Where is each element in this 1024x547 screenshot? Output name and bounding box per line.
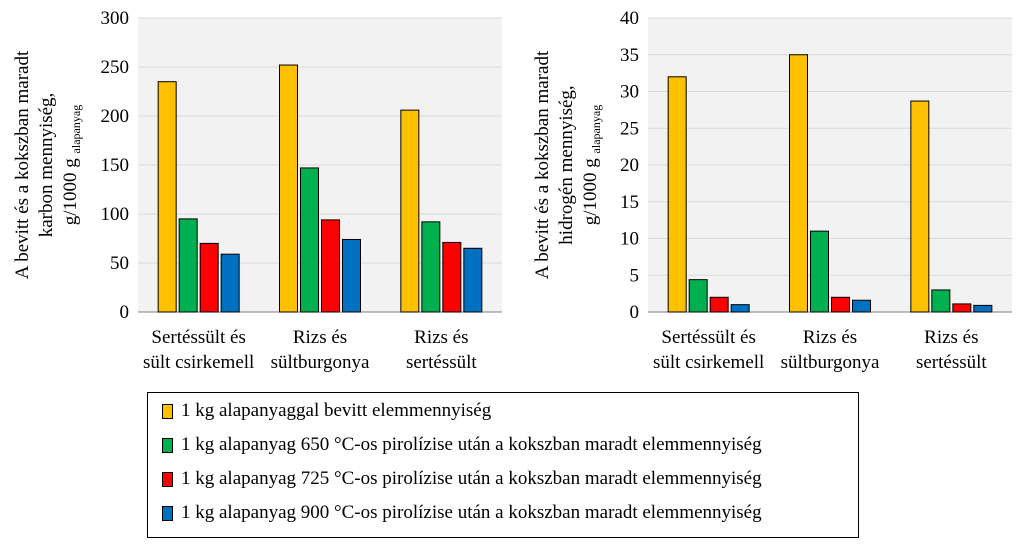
legend: 1 kg alapanyaggal bevitt elemmennyiség 1…: [147, 392, 859, 538]
y-tick-label: 100: [101, 204, 130, 225]
bar: [279, 64, 298, 313]
y-tick-label: 25: [620, 118, 639, 139]
legend-item-725: 1 kg alapanyag 725 °C-os pirolízise után…: [162, 464, 762, 494]
y-axis-label-unit: g/1000 g alapanyag: [580, 105, 603, 225]
bar: [973, 304, 993, 313]
bar: [300, 167, 319, 313]
y-axis-unit: g/1000 g: [60, 153, 81, 225]
bar: [400, 109, 420, 313]
bar: [931, 289, 951, 313]
y-tick-label: 300: [101, 8, 130, 29]
y-axis-unit: g/1000 g: [580, 153, 601, 225]
bar: [321, 219, 340, 313]
x-tick-label: Sertéssült és: [661, 327, 755, 348]
bar: [688, 279, 708, 313]
y-tick-label: 5: [630, 265, 640, 286]
legend-swatch-900: [162, 505, 173, 521]
bar: [463, 247, 483, 313]
x-tick-label: sertéssült: [916, 352, 987, 373]
legend-item-900: 1 kg alapanyag 900 °C-os pirolízise után…: [162, 498, 762, 528]
bar: [709, 296, 729, 313]
y-tick-label: 20: [620, 155, 639, 176]
y-tick-label: 200: [101, 106, 130, 127]
legend-label-input: 1 kg alapanyaggal bevitt elemmennyiség: [181, 400, 492, 421]
x-tick-label: Rizs és: [924, 327, 978, 348]
x-tick-label: Rizs és: [293, 327, 347, 348]
bar: [442, 241, 462, 313]
bar: [952, 303, 972, 313]
legend-item-650: 1 kg alapanyag 650 °C-os pirolízise után…: [162, 430, 762, 460]
x-tick-label: sült csirkemell: [653, 352, 764, 373]
bar: [199, 242, 219, 313]
bar: [730, 304, 750, 313]
chart-1: 0 50 100 150 200 250 300 Sertéssült és sült csir…: [12, 8, 502, 373]
x-tick-label: Rizs és: [803, 327, 857, 348]
y-tick-label: 0: [630, 302, 640, 323]
x-tick-label: sertéssült: [406, 352, 477, 373]
y-tick-label: 35: [620, 45, 639, 66]
bar: [910, 100, 930, 313]
y-axis-label: karbon mennyiség,: [36, 93, 57, 238]
y-tick-label: 10: [620, 229, 639, 250]
y-axis-label-unit: g/1000 g alapanyag: [60, 105, 83, 225]
x-tick-label: Rizs és: [414, 327, 468, 348]
legend-swatch-input: [162, 403, 173, 419]
y-tick-label: 0: [120, 302, 130, 323]
x-tick-label: sültburgonya: [271, 352, 370, 373]
bar: [421, 221, 441, 313]
y-tick-label: 250: [101, 57, 130, 78]
y-axis-unit-subscript: alapanyag: [69, 105, 83, 154]
legend-label-725: 1 kg alapanyag 725 °C-os pirolízise után…: [181, 468, 762, 489]
y-axis-unit-subscript: alapanyag: [589, 105, 603, 154]
bar: [157, 81, 177, 313]
y-axis-label: A bevitt és a kokszban maradt: [532, 50, 553, 279]
legend-swatch-725: [162, 471, 173, 487]
chart-2: 0 5 10 15 20 25 30 35 40 Sertéssült és sült csirke…: [532, 8, 1012, 373]
x-tick-label: sültburgonya: [781, 352, 880, 373]
y-tick-label: 40: [620, 8, 639, 29]
legend-item-input: 1 kg alapanyaggal bevitt elemmennyiség: [162, 396, 491, 426]
y-tick-label: 15: [620, 192, 639, 213]
y-tick-label: 30: [620, 82, 639, 103]
bar: [852, 299, 871, 313]
legend-swatch-650: [162, 437, 173, 453]
y-axis-label: hidrogén mennyiség,: [556, 85, 577, 244]
bar: [178, 218, 198, 313]
bar: [667, 76, 687, 313]
y-tick-label: 50: [110, 253, 129, 274]
bar: [220, 253, 240, 313]
bar: [810, 230, 829, 313]
bar: [831, 296, 850, 313]
y-tick-label: 150: [101, 155, 130, 176]
legend-label-650: 1 kg alapanyag 650 °C-os pirolízise után…: [181, 434, 762, 455]
legend-label-900: 1 kg alapanyag 900 °C-os pirolízise után…: [181, 502, 762, 523]
x-tick-label: sült csirkemell: [143, 352, 254, 373]
x-tick-label: Sertéssült és: [151, 327, 245, 348]
bar: [789, 54, 808, 313]
y-axis-label: A bevitt és a kokszban maradt: [12, 50, 33, 279]
bar: [342, 238, 361, 313]
